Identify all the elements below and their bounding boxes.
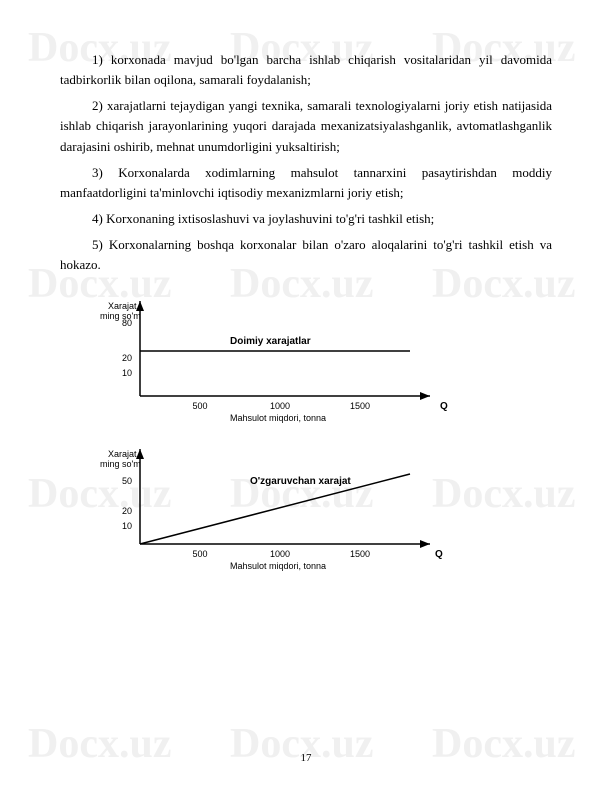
page-number: 17 bbox=[0, 752, 612, 764]
x-tick: 1000 bbox=[270, 549, 290, 559]
y-axis-label: Xarajat, bbox=[108, 449, 139, 459]
x-tick: 1500 bbox=[350, 401, 370, 411]
series-label: Doimiy xarajatlar bbox=[230, 336, 311, 347]
x-axis-arrow-icon bbox=[420, 392, 430, 400]
x-tick: 500 bbox=[192, 401, 207, 411]
y-tick: 20 bbox=[122, 353, 132, 363]
y-axis-label: ming so'm bbox=[100, 311, 141, 321]
x-axis-label: Mahsulot miqdori, tonna bbox=[230, 413, 326, 423]
chart-variable-cost: Xarajat, ming so'm 50 20 10 O'zgaruvchan… bbox=[100, 449, 552, 589]
x-axis-label: Mahsulot miqdori, tonna bbox=[230, 561, 326, 571]
page-content: 1) korxonada mavjud bo'lgan barcha ishla… bbox=[0, 0, 612, 609]
body-paragraph: 4) Korxonaning ixtisoslashuvi va joylash… bbox=[60, 209, 552, 229]
body-paragraph: 5) Korxonalarning boshqa korxonalar bila… bbox=[60, 235, 552, 275]
body-paragraph: 1) korxonada mavjud bo'lgan barcha ishla… bbox=[60, 50, 552, 90]
body-paragraph: 3) Korxonalarda xodimlarning mahsulot ta… bbox=[60, 163, 552, 203]
chart-svg: Xarajat, ming so'm 80 20 10 Doimiy xaraj… bbox=[100, 301, 480, 431]
y-tick: 50 bbox=[122, 476, 132, 486]
chart-svg: Xarajat, ming so'm 50 20 10 O'zgaruvchan… bbox=[100, 449, 480, 589]
y-tick: 10 bbox=[122, 368, 132, 378]
q-label: Q bbox=[440, 401, 448, 412]
y-axis-label: Xarajat, bbox=[108, 301, 139, 311]
y-tick: 10 bbox=[122, 521, 132, 531]
y-axis-label: ming so'm bbox=[100, 459, 141, 469]
chart-fixed-cost: Xarajat, ming so'm 80 20 10 Doimiy xaraj… bbox=[100, 301, 552, 431]
series-label: O'zgaruvchan xarajat bbox=[250, 476, 351, 487]
y-tick: 20 bbox=[122, 506, 132, 516]
x-tick: 500 bbox=[192, 549, 207, 559]
q-label: Q bbox=[435, 549, 443, 560]
y-tick: 80 bbox=[122, 318, 132, 328]
x-tick: 1000 bbox=[270, 401, 290, 411]
body-paragraph: 2) xarajatlarni tejaydigan yangi texnika… bbox=[60, 96, 552, 156]
x-tick: 1500 bbox=[350, 549, 370, 559]
x-axis-arrow-icon bbox=[420, 540, 430, 548]
